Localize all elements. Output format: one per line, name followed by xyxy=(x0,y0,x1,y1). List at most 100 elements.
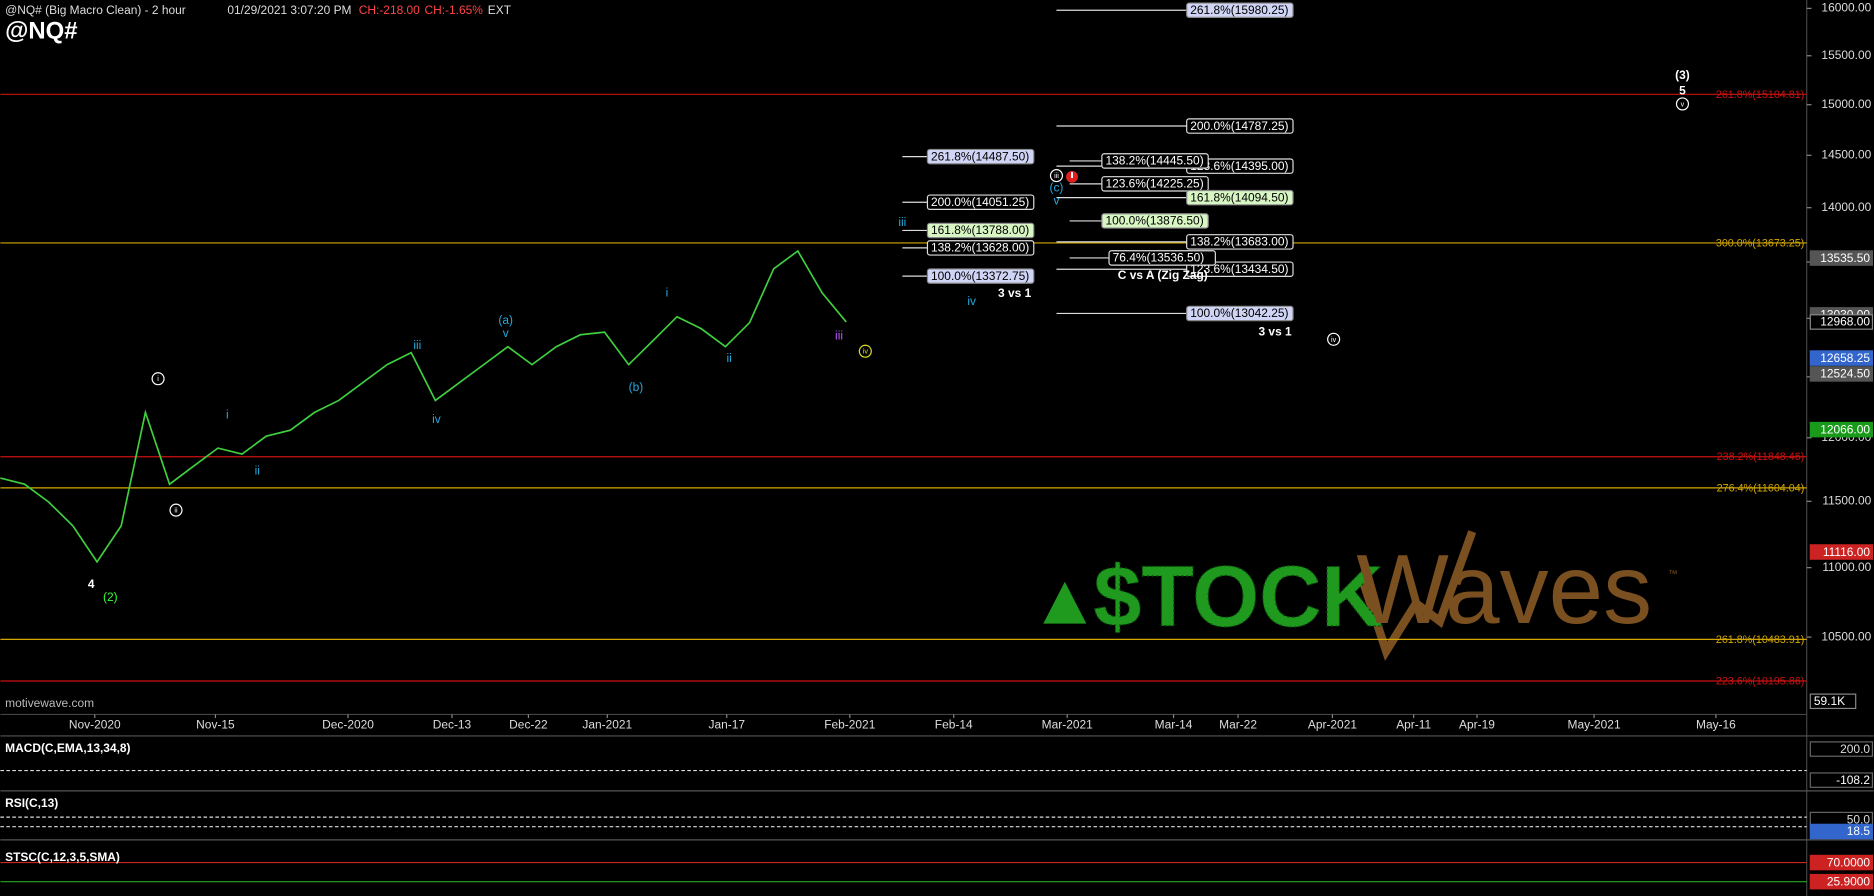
x-tick-label: Apr-19 xyxy=(1459,717,1495,731)
price-tag-label: 12968.00 xyxy=(1820,315,1870,329)
wave-label: iii xyxy=(835,328,843,342)
header-timestamp: 01/29/2021 3:07:20 PM xyxy=(227,3,351,17)
header-symbol: @NQ# xyxy=(5,18,77,45)
volume-tag-label: 59.1K xyxy=(1814,694,1845,708)
wave-label: iv xyxy=(967,294,976,308)
x-tick-label: May-16 xyxy=(1696,717,1736,731)
wave-label: ii xyxy=(255,463,260,477)
wave-label: (2) xyxy=(103,590,118,604)
target-label: 100.0%(13372.75) xyxy=(931,269,1029,283)
x-tick-label: Apr-2021 xyxy=(1308,717,1357,731)
x-tick-label: Nov-2020 xyxy=(69,717,121,731)
target-box xyxy=(1186,118,1294,134)
target-label: 138.2%(13628.00) xyxy=(931,241,1029,255)
target-label: 138.2%(13683.00) xyxy=(1190,235,1288,249)
indicator-axis-label: 50.0 xyxy=(1847,812,1871,826)
fib-level-label: 261.8%(15104.81) xyxy=(1716,89,1804,101)
target-box xyxy=(1108,250,1216,266)
target-box xyxy=(1186,2,1294,18)
wave-label: i xyxy=(666,285,669,299)
wave-circle xyxy=(169,503,183,517)
indicator-title: MACD(C,EMA,13,34,8) xyxy=(5,741,130,755)
fib-level-label: 261.8%(10483.91) xyxy=(1716,634,1804,646)
target-label: 161.8%(14094.50) xyxy=(1190,190,1288,204)
wave-label: iv xyxy=(863,348,869,356)
header-change-pct: CH:-1.65% xyxy=(424,3,483,17)
target-box xyxy=(926,240,1035,256)
price-tag xyxy=(1809,366,1874,382)
target-box xyxy=(926,194,1035,211)
price-tag-label: 12066.00 xyxy=(1820,422,1870,436)
target-box xyxy=(926,222,1035,239)
x-tick-label: Mar-14 xyxy=(1155,717,1193,731)
wave-label: 4 xyxy=(88,577,95,591)
fib-level-label: 223.6%(10195.86) xyxy=(1716,675,1804,687)
y-tick-label: 11000.00 xyxy=(1822,560,1871,574)
y-tick-label: 14500.00 xyxy=(1821,147,1871,161)
fib-level-label: 238.2%(11848.46) xyxy=(1717,451,1805,463)
wave-label: (b) xyxy=(629,380,644,394)
wave-circle xyxy=(1327,332,1341,346)
target-label: 138.2%(14445.50) xyxy=(1105,154,1203,168)
target-box xyxy=(1101,213,1209,229)
x-tick-label: Apr-11 xyxy=(1396,717,1431,731)
wave-circle xyxy=(151,372,165,386)
fib-level-label: 300.0%(13673.25) xyxy=(1716,237,1804,249)
y-tick-label: 15500.00 xyxy=(1821,48,1871,62)
fib-level-label: 276.4%(11604.04) xyxy=(1717,482,1805,494)
target-box xyxy=(1186,189,1294,206)
x-tick-label: Nov-15 xyxy=(196,717,235,731)
logo-right: Waves xyxy=(1356,534,1652,644)
wave-label: v xyxy=(503,326,509,340)
indicator-axis-label: 200.0 xyxy=(1840,742,1870,756)
wave-label: i xyxy=(226,407,229,421)
price-tag-label: 12658.25 xyxy=(1820,351,1870,365)
wave-circle xyxy=(1049,169,1064,183)
wave-label: iii xyxy=(898,215,906,229)
y-tick-label: 15000.00 xyxy=(1821,97,1871,111)
target-label: 261.8%(15980.25) xyxy=(1190,3,1288,17)
y-tick-label: 11500.00 xyxy=(1822,493,1871,507)
target-label: 76.4%(13536.50) xyxy=(1113,251,1205,265)
wave-label: iv xyxy=(1331,336,1337,344)
wave-label: i xyxy=(157,375,159,383)
indicator-axis-label: 25.9000 xyxy=(1827,874,1871,888)
price-tag xyxy=(1809,421,1874,438)
wave-label: v xyxy=(1681,100,1685,108)
watermark: motivewave.com xyxy=(5,696,94,710)
logo-arrow xyxy=(1358,530,1477,661)
indicator-tag xyxy=(1809,772,1874,788)
header-session: EXT xyxy=(488,3,512,17)
wave-label: ii xyxy=(174,507,178,515)
price-tag-label: 11116.00 xyxy=(1823,545,1870,559)
x-tick-label: Mar-2021 xyxy=(1042,717,1093,731)
wave-label: iv xyxy=(432,412,441,426)
x-tick-label: Mar-22 xyxy=(1219,717,1257,731)
target-label: 100.0%(13042.25) xyxy=(1190,306,1288,320)
logo-left: $TOCK xyxy=(1094,549,1384,645)
target-label: 123.6%(13434.50) xyxy=(1190,262,1288,276)
indicator-tag xyxy=(1809,873,1874,890)
indicator-title: RSI(C,13) xyxy=(5,796,58,810)
indicator-axis-label: 18.5 xyxy=(1847,824,1871,838)
target-box xyxy=(1186,234,1294,250)
wave-label: iii xyxy=(1054,172,1059,180)
indicator-title: STSC(C,12,3,5,SMA) xyxy=(5,850,120,864)
header-title: @NQ# (Big Macro Clean) - 2 hour xyxy=(5,3,186,17)
wave-label: iii xyxy=(413,338,421,352)
logo-mark: ™ xyxy=(1668,569,1678,580)
y-tick-label: 16000.00 xyxy=(1821,1,1871,15)
price-line xyxy=(0,249,847,564)
target-label: 261.8%(14487.50) xyxy=(931,149,1029,163)
target-label: 200.0%(14787.25) xyxy=(1190,119,1288,133)
indicator-tag xyxy=(1809,854,1874,871)
target-box xyxy=(926,148,1035,165)
indicator-axis-label: 70.0000 xyxy=(1827,855,1871,869)
price-tag xyxy=(1809,250,1874,266)
wave-label: (3) xyxy=(1675,68,1690,82)
target-label: 100.0%(13876.50) xyxy=(1105,214,1203,228)
target-label: 123.6%(14395.00) xyxy=(1190,159,1288,173)
annotation: 3 vs 1 xyxy=(1258,324,1292,338)
x-tick-label: Jan-17 xyxy=(708,717,745,731)
x-tick-label: Dec-2020 xyxy=(322,717,374,731)
